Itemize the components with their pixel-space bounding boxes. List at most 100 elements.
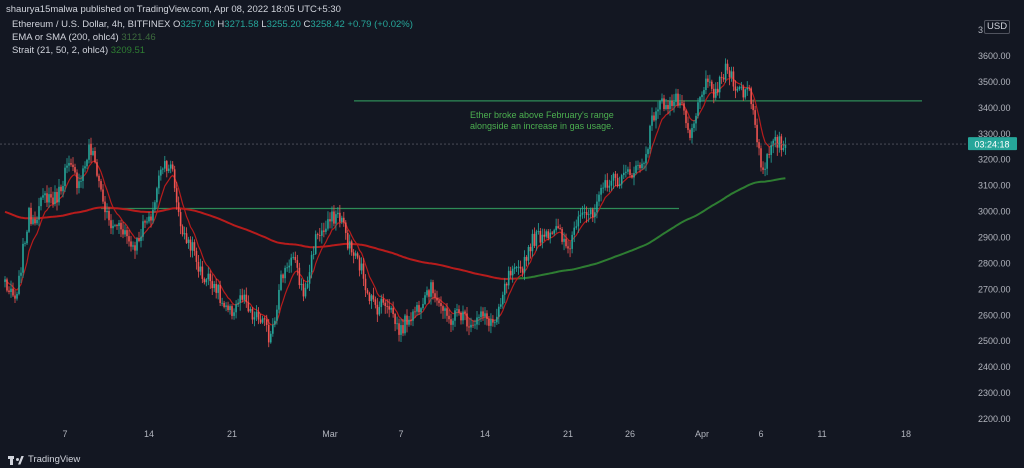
candle-body [681,102,683,104]
candle [253,311,256,327]
candle [341,215,343,225]
candle-body [726,63,729,71]
candle-body [571,234,573,249]
candle-body [667,105,669,109]
candle [14,290,16,303]
candle [748,84,750,92]
candle [72,157,74,172]
candle [88,139,90,164]
candle [237,298,239,307]
candle [614,170,617,187]
candle [80,175,82,188]
candle-body [296,260,299,268]
candle [488,316,490,332]
tradingview-logo[interactable]: TradingView [8,454,80,465]
candle [112,219,114,235]
indicator-strait-label: Strait (21, 50, 2, ohlc4) [12,45,109,56]
candle [583,204,586,219]
candle [394,312,396,332]
annotation: Ether broke above February's rangealongs… [470,110,614,131]
candle [501,291,504,309]
candle [32,214,34,226]
candle [128,229,130,247]
candle-body [509,270,512,276]
candle [360,257,363,275]
annotation-line: Ether broke above February's range [470,110,614,120]
candle-body [34,219,36,224]
candle-body [215,283,217,293]
time-tick-label: 21 [227,429,237,439]
candle [589,207,592,219]
candle-body [72,164,74,168]
candle-body [398,323,400,335]
candle-body [205,279,208,283]
candle-body [203,278,206,283]
candle [302,279,305,302]
candle [675,88,677,106]
candle [699,95,701,109]
candle [657,101,659,119]
candle [567,240,569,254]
candle-body [460,312,462,321]
candle-body [179,212,182,227]
candle [673,94,675,113]
candle-body [58,186,60,203]
candle [356,251,359,260]
candle-body [356,253,359,258]
candle-body [207,273,210,280]
candle-body [478,317,480,318]
candle-body [382,298,385,303]
candle-body [138,238,140,242]
candle [768,146,770,159]
candle [217,283,219,300]
candle [577,210,580,233]
candle-body [276,309,278,321]
candle-body [600,187,602,195]
candle-body [406,315,408,325]
candle-body [106,210,108,213]
candle [511,265,514,283]
candle-body [627,169,629,172]
candle [713,84,715,104]
currency-selector[interactable]: USD [984,20,1011,34]
candle [746,81,749,96]
candle [610,175,613,191]
candle-body [476,317,478,325]
candle [225,302,227,312]
candle-body [300,283,303,286]
indicator-ema-row[interactable]: EMA or SMA (200, ohlc4) 3121.46 [12,31,413,44]
candle-body [616,177,619,187]
candle [718,75,721,99]
candle [136,237,138,255]
candle [122,221,124,239]
candle-body [639,164,641,169]
candle-body [412,311,414,321]
candle-body [362,263,365,279]
candle-body [711,81,713,89]
candle-body [177,202,180,213]
candle [104,196,106,221]
candle-body [758,142,760,149]
candle-body [173,169,176,189]
candle-body [366,290,369,294]
candle [259,314,262,325]
indicator-strait-row[interactable]: Strait (21, 50, 2, ohlc4) 3209.51 [12,44,413,57]
candle [480,306,482,323]
symbol-row[interactable]: Ethereum / U.S. Dollar, 4h, BITFINEX O32… [12,18,413,31]
candle [138,231,140,243]
candle [555,218,557,233]
candle [70,158,72,167]
candle [400,318,402,342]
candle-body [629,169,631,176]
candle-body [713,88,715,98]
candle [274,317,276,328]
candle [681,94,683,106]
candle-body [122,229,124,235]
candle [406,309,408,333]
candle [346,229,349,251]
candle [596,194,598,219]
candle [146,217,148,225]
candle-body [736,89,739,91]
candle-body [569,248,571,250]
